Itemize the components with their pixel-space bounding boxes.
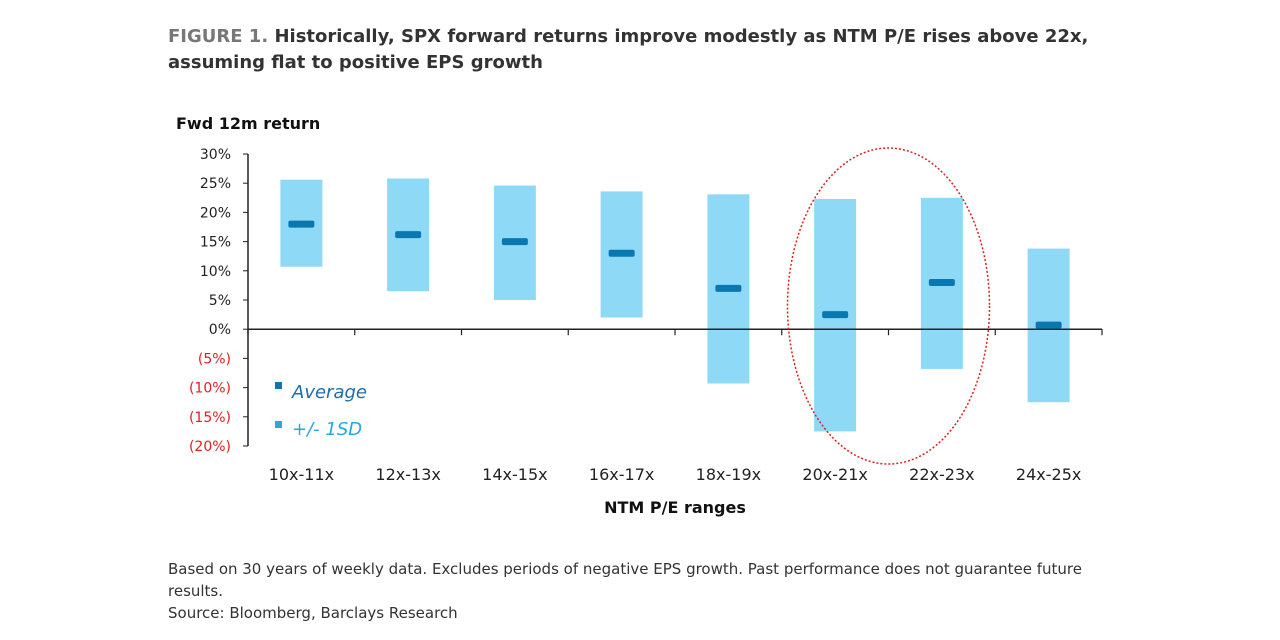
legend-sd-swatch xyxy=(275,421,282,428)
footnote: Based on 30 years of weekly data. Exclud… xyxy=(168,560,1082,600)
y-tick-label: (15%) xyxy=(189,410,231,426)
average-marker xyxy=(288,220,315,228)
x-tick-label: 14x-15x xyxy=(482,465,547,484)
legend-average-label: Average xyxy=(291,382,367,403)
y-tick-label: 0% xyxy=(209,322,231,338)
legend-average-swatch xyxy=(275,382,282,389)
figure-title-text: Historically, SPX forward returns improv… xyxy=(168,26,1089,73)
y-tick-label: (20%) xyxy=(189,439,231,455)
highlight-ellipse xyxy=(786,147,991,465)
y-tick-label: 25% xyxy=(200,176,231,192)
source-note: Source: Bloomberg, Barclays Research xyxy=(168,604,458,622)
average-marker xyxy=(395,231,422,239)
average-marker xyxy=(928,278,955,286)
average-marker xyxy=(715,284,742,292)
y-tick-label: (5%) xyxy=(198,351,231,367)
x-tick-label: 22x-23x xyxy=(909,465,974,484)
x-tick-label: 20x-21x xyxy=(802,465,867,484)
average-marker xyxy=(501,238,528,246)
average-marker xyxy=(608,249,635,257)
y-axis-title: Fwd 12m return xyxy=(176,114,320,133)
y-tick-label: 15% xyxy=(200,235,231,251)
x-tick-label: 24x-25x xyxy=(1016,465,1081,484)
average-marker xyxy=(1035,321,1062,329)
x-tick-label: 16x-17x xyxy=(589,465,654,484)
x-axis-title: NTM P/E ranges xyxy=(604,498,746,517)
average-marker xyxy=(822,311,849,319)
y-tick-label: 10% xyxy=(200,264,231,280)
y-tick-label: 5% xyxy=(209,293,231,309)
chart-title: FIGURE 1. Historically, SPX forward retu… xyxy=(168,24,1128,76)
y-tick-label: 20% xyxy=(200,205,231,221)
figure-label: FIGURE 1. xyxy=(168,26,269,47)
y-tick-label: 30% xyxy=(200,147,231,163)
x-tick-label: 18x-19x xyxy=(696,465,761,484)
legend-sd-label: +/- 1SD xyxy=(292,419,362,440)
y-tick-label: (10%) xyxy=(189,381,231,397)
x-tick-label: 12x-13x xyxy=(375,465,440,484)
x-tick-label: 10x-11x xyxy=(269,465,334,484)
